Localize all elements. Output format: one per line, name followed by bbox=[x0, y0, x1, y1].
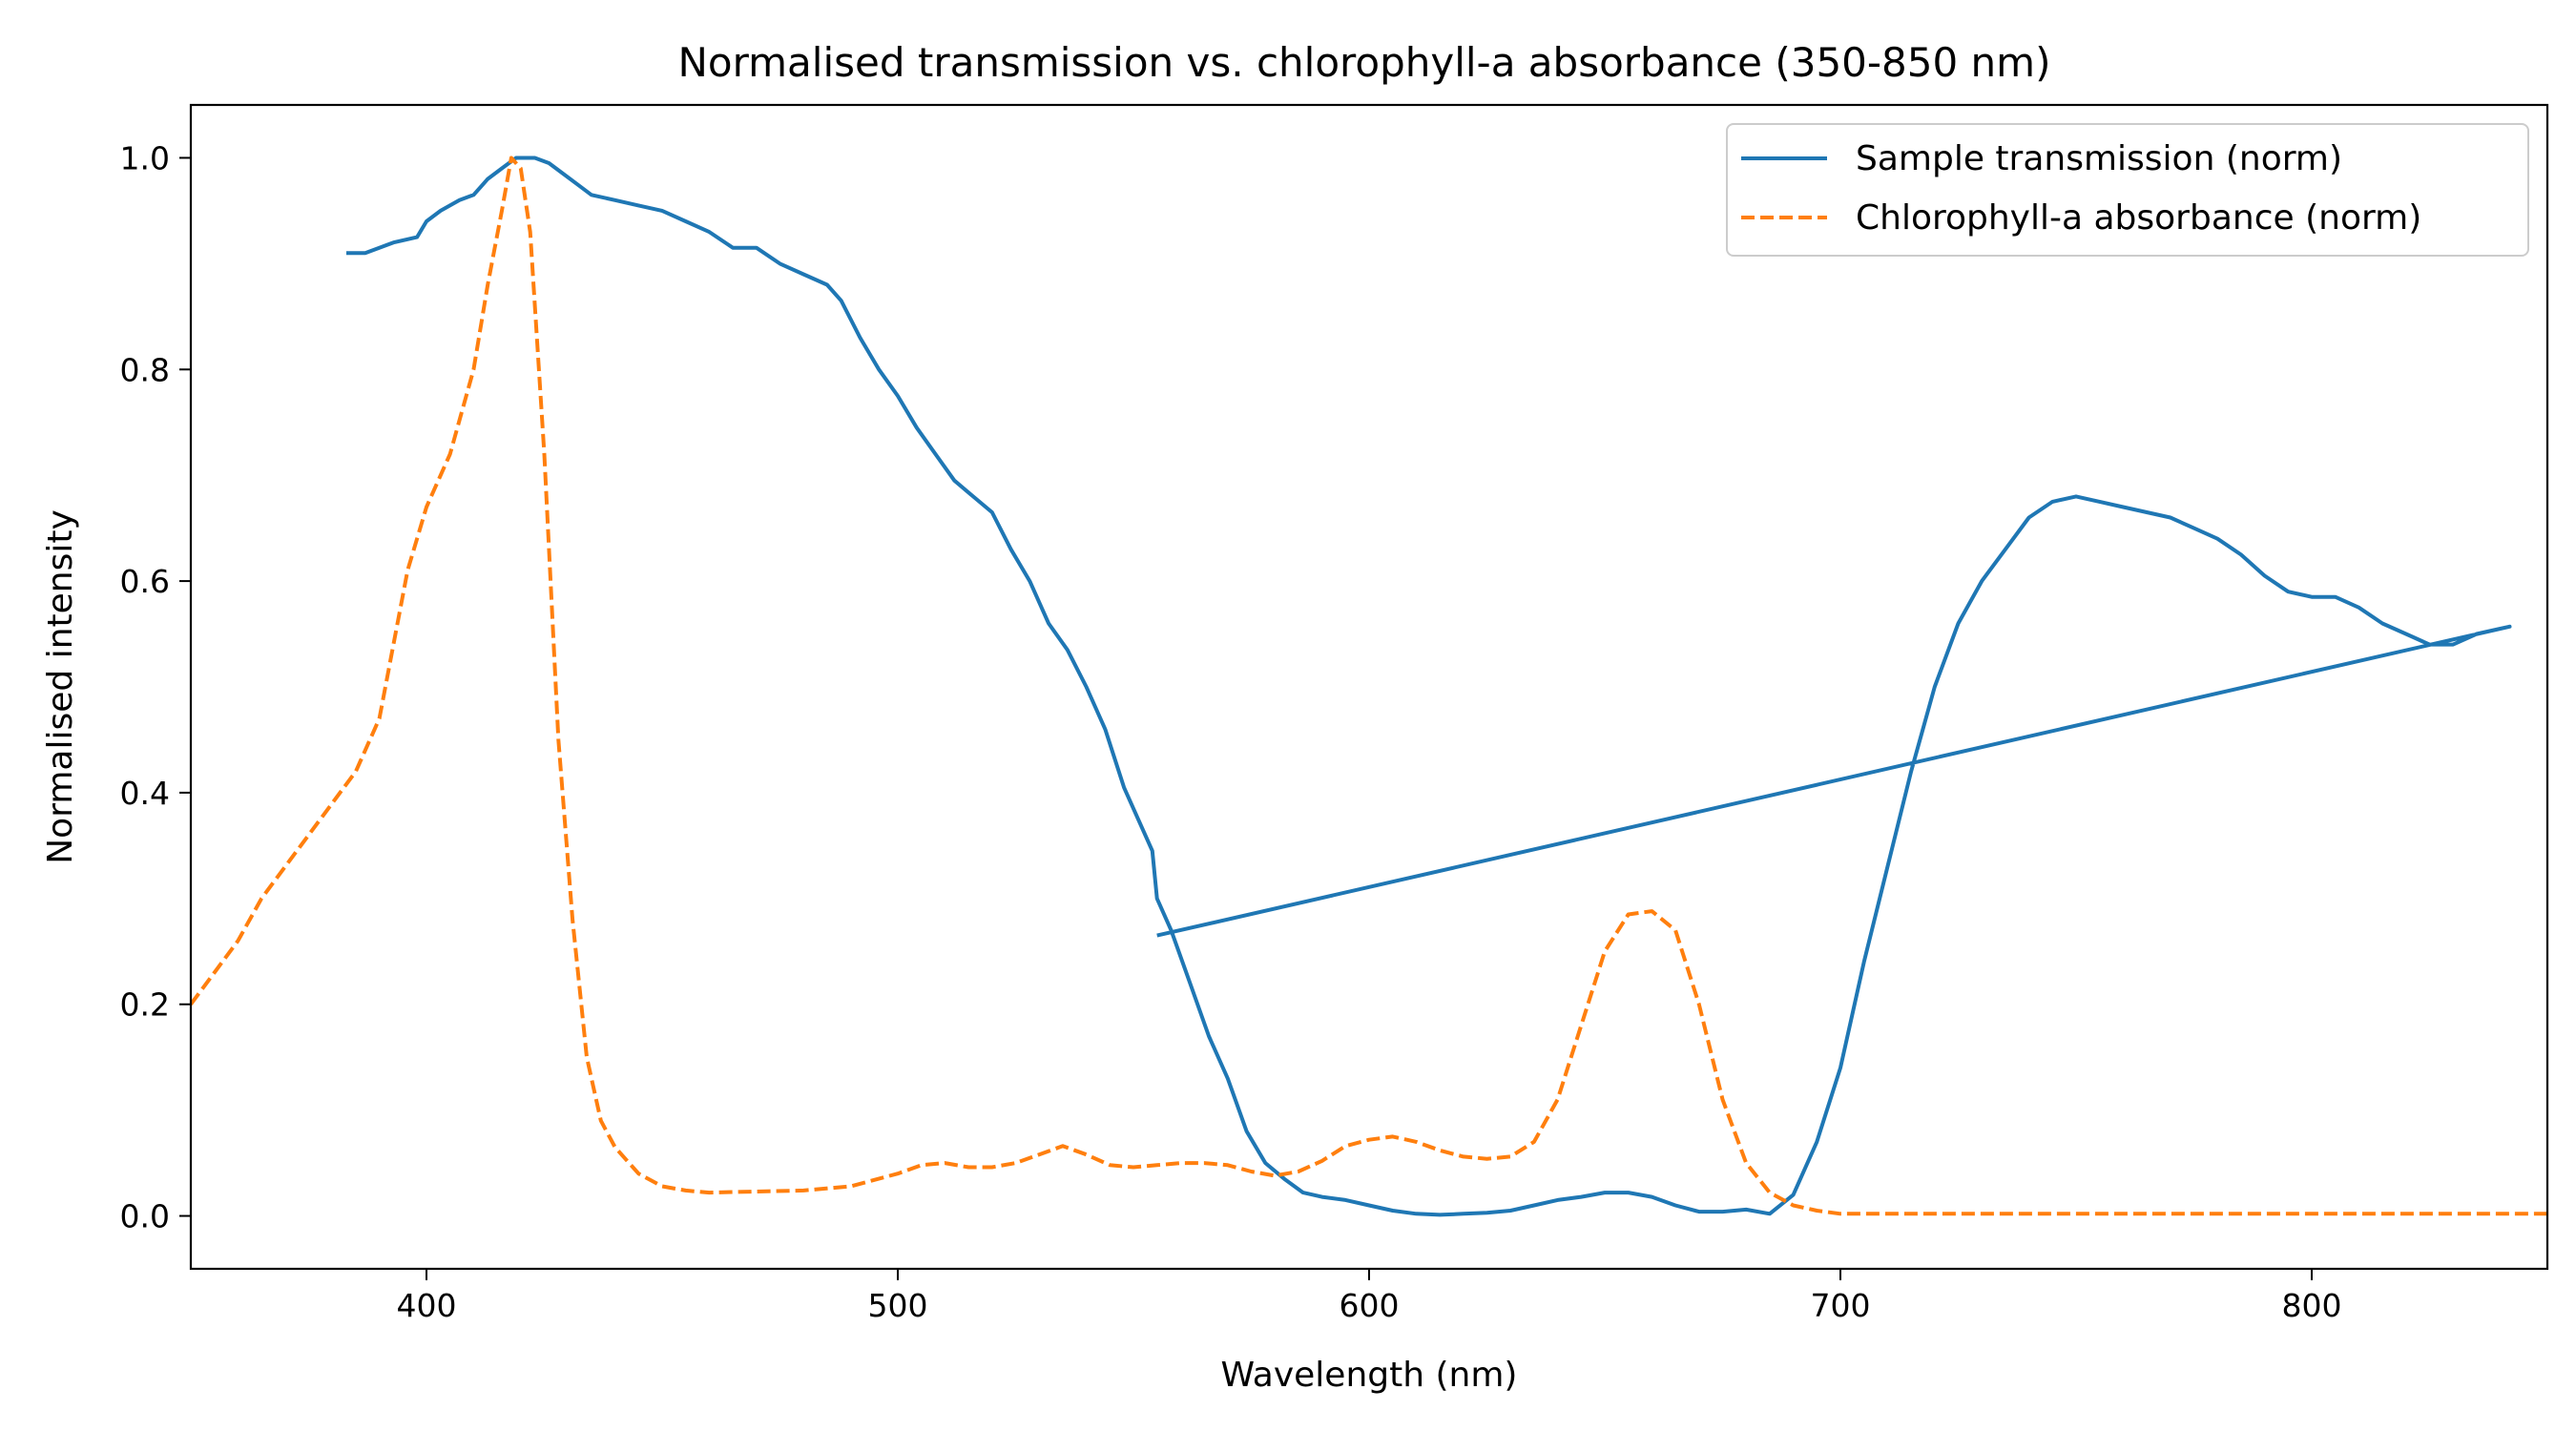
legend: Sample transmission (norm) Chlorophyll-a… bbox=[1726, 123, 2529, 257]
y-tick-label: 1.0 bbox=[120, 139, 170, 176]
x-tick-label: 700 bbox=[1811, 1287, 1871, 1324]
y-tick-label: 0.0 bbox=[120, 1198, 170, 1235]
legend-box bbox=[1726, 123, 2529, 257]
y-tick-label: 0.2 bbox=[120, 986, 170, 1024]
legend-label-chlorophyll-absorbance: Chlorophyll-a absorbance (norm) bbox=[1856, 198, 2421, 238]
x-axis: 400 500 600 700 800 bbox=[397, 1269, 2342, 1324]
y-tick-label: 0.6 bbox=[120, 563, 170, 600]
x-tick-label: 400 bbox=[397, 1287, 457, 1324]
series-line-chlorophyll-absorbance bbox=[191, 156, 2547, 1216]
x-tick-label: 600 bbox=[1340, 1287, 1400, 1324]
legend-label-sample-transmission: Sample transmission (norm) bbox=[1856, 139, 2342, 178]
chart-title: Normalised transmission vs. chlorophyll-… bbox=[678, 39, 2051, 86]
x-tick-label: 500 bbox=[868, 1287, 928, 1324]
series-layer bbox=[191, 156, 2547, 1217]
y-tick-label: 0.8 bbox=[120, 351, 170, 388]
series-line-sample-transmission bbox=[346, 156, 2512, 1217]
y-axis: 0.0 0.2 0.4 0.6 0.8 1.0 bbox=[120, 139, 191, 1235]
y-tick-label: 0.4 bbox=[120, 775, 170, 812]
y-axis-label: Normalised intensity bbox=[41, 509, 80, 864]
x-tick-label: 800 bbox=[2282, 1287, 2342, 1324]
x-axis-label: Wavelength (nm) bbox=[1221, 1356, 1518, 1395]
